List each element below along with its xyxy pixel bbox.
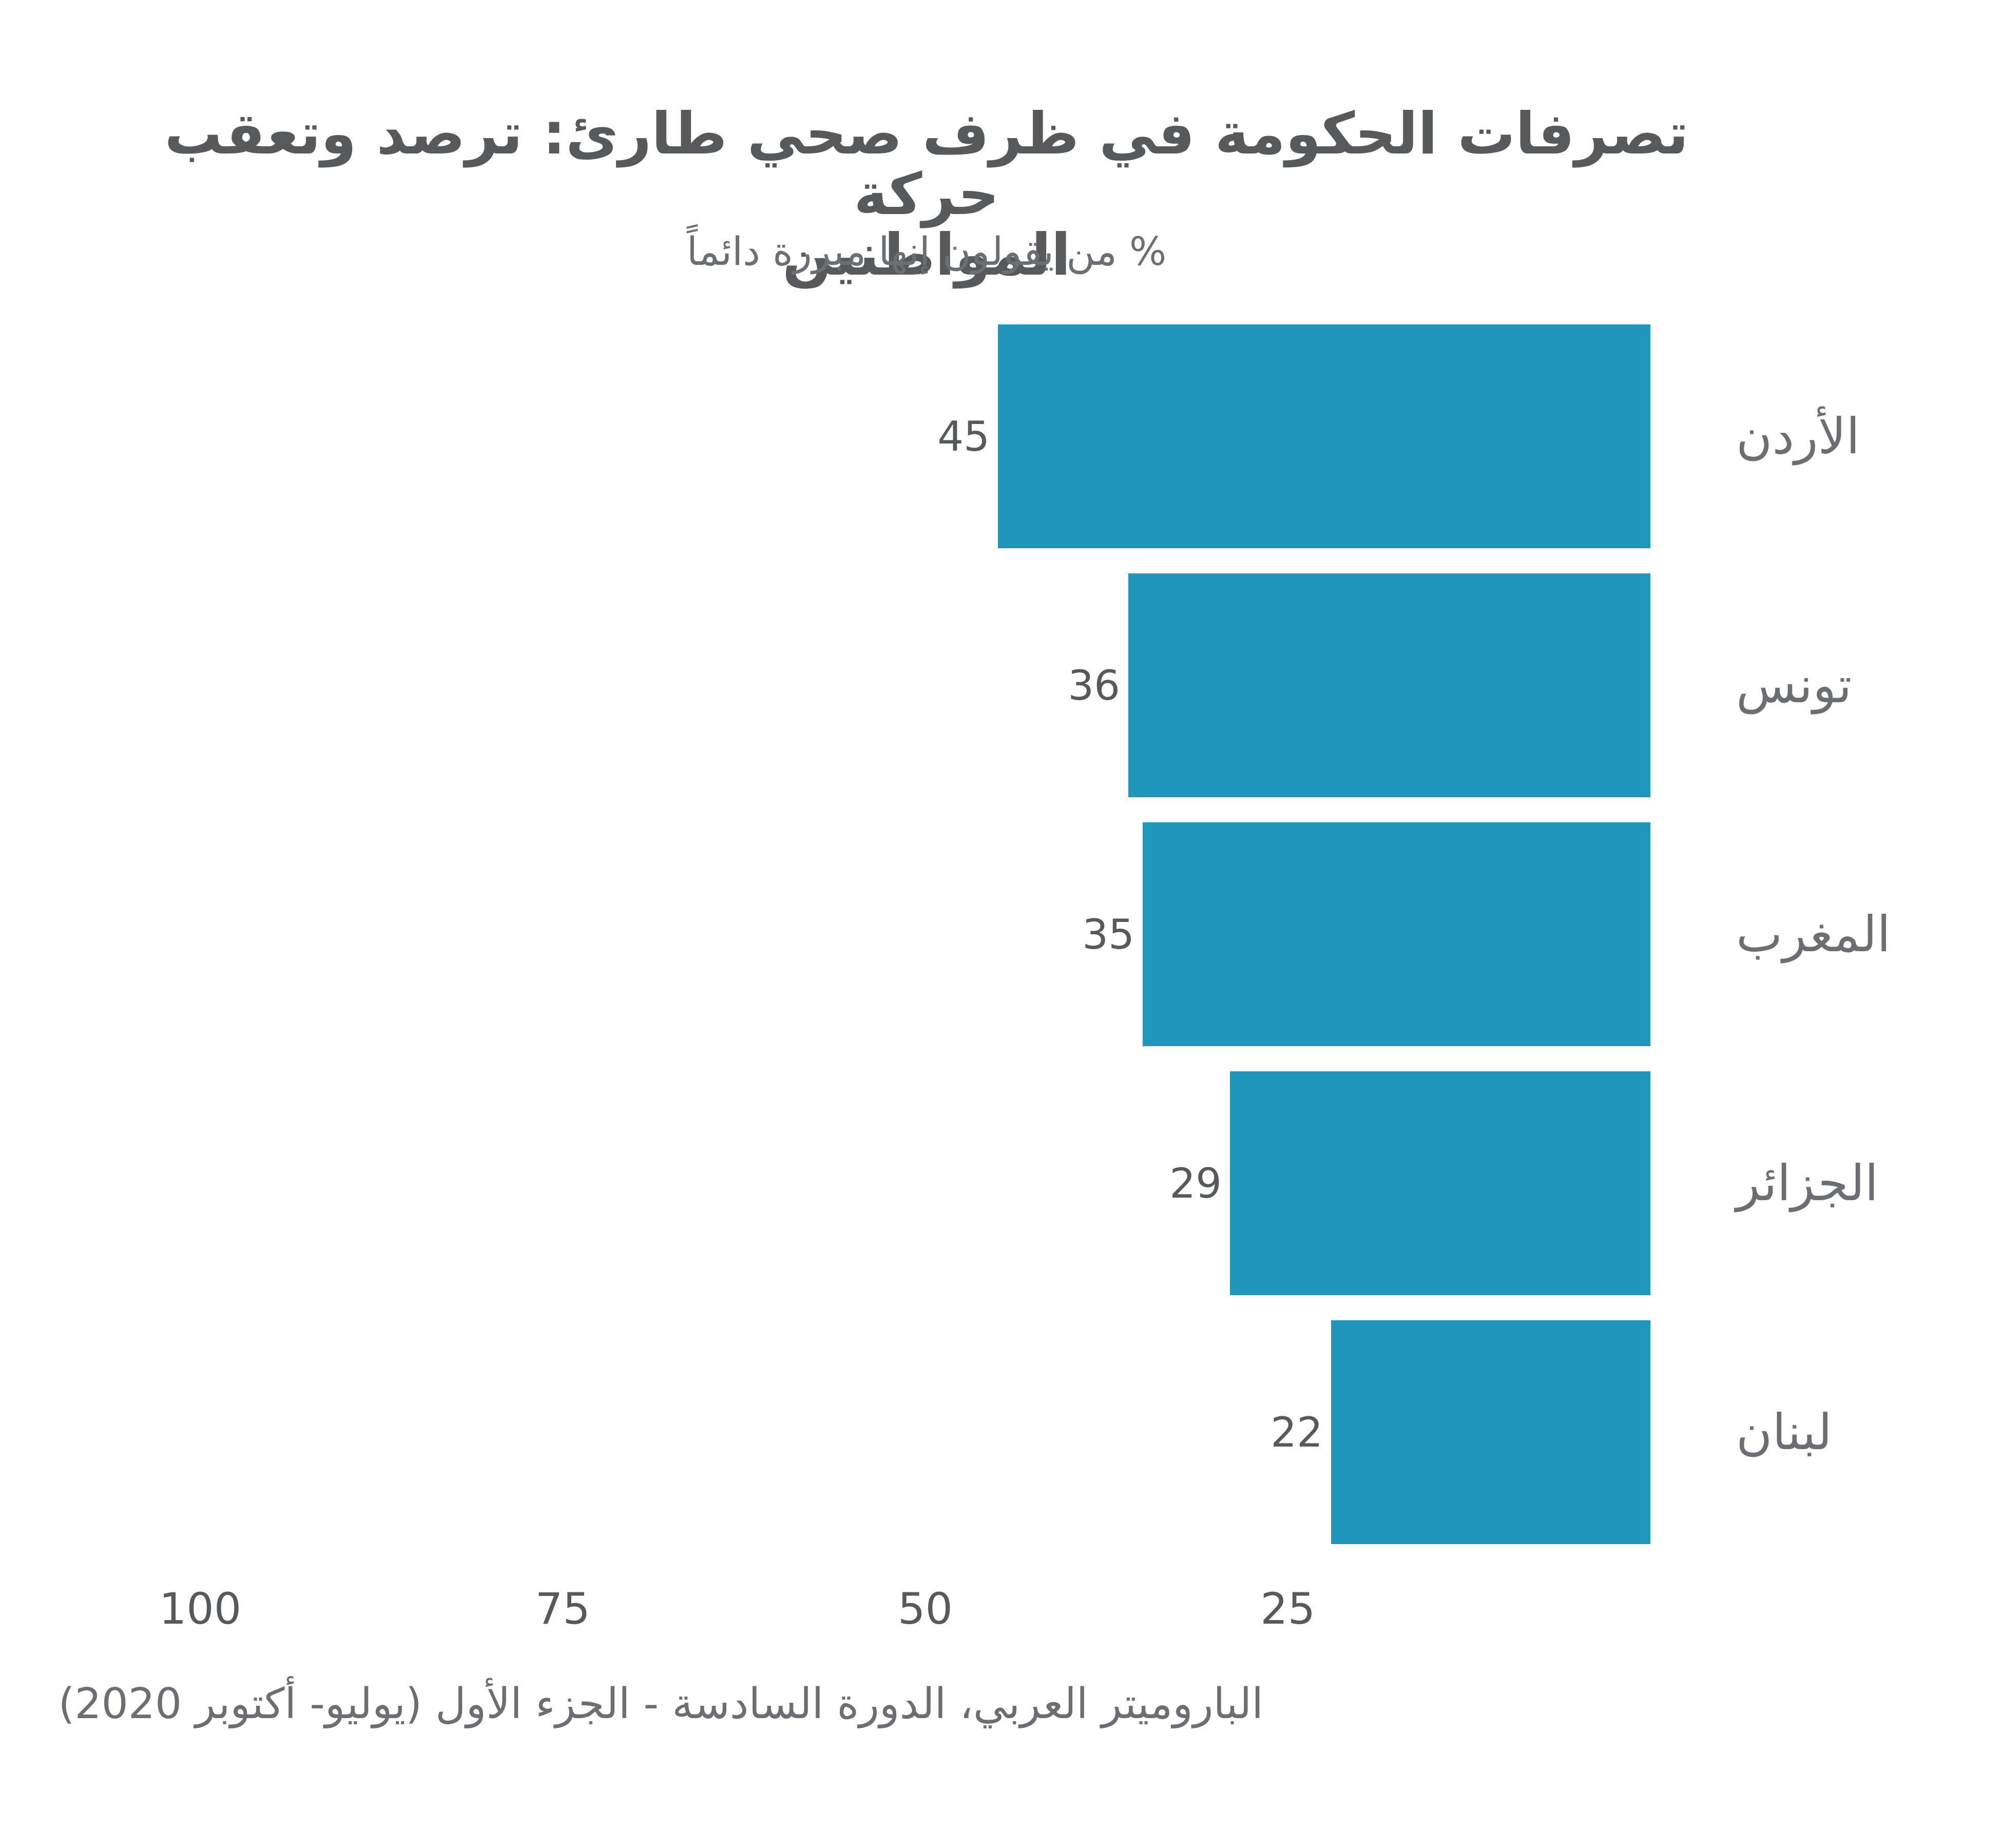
page-title-line1: تصرفات الحكومة في ظرف صحي طارئ: ترصد وتع…: [164, 101, 1689, 228]
bar-value-label: 45: [937, 412, 990, 460]
source-caption: الباروميتر العربي، الدورة السادسة - الجز…: [58, 1680, 1263, 1728]
y-axis-label: تونس: [1736, 657, 1852, 714]
x-tick-label: 50: [898, 1584, 953, 1634]
bar-value-label: 36: [1068, 661, 1120, 709]
x-tick-label: 100: [159, 1584, 242, 1634]
y-axis-label: الجزائر: [1736, 1154, 1879, 1212]
bar-value-label: 22: [1270, 1408, 1323, 1456]
bar: [998, 324, 1650, 548]
x-tick-label: 25: [1260, 1584, 1316, 1634]
y-axis-label: الأردن: [1736, 408, 1860, 465]
bar: [1331, 1320, 1650, 1544]
page-title-line2: المواطنين: [782, 222, 1071, 288]
chart-subtitle: % من يقولون إنها مبررة دائماً: [686, 228, 1167, 274]
bar-row: 36 تونس: [0, 573, 2002, 797]
x-tick-label: 75: [535, 1584, 590, 1634]
page-title: تصرفات الحكومة في ظرف صحي طارئ: ترصد وتع…: [157, 104, 1697, 285]
bar: [1143, 822, 1650, 1046]
bar-value-label: 35: [1082, 910, 1134, 958]
bar: [1128, 573, 1650, 797]
y-axis-label: لبنان: [1736, 1403, 1832, 1461]
bar-row: 45 الأردن: [0, 324, 2002, 548]
y-axis-label: المغرب: [1736, 906, 1891, 963]
bar: [1230, 1071, 1650, 1295]
bar-value-label: 29: [1169, 1159, 1222, 1207]
bar-row: 29 الجزائر: [0, 1071, 2002, 1295]
bar-row: 35 المغرب: [0, 822, 2002, 1046]
bar-row: 22 لبنان: [0, 1320, 2002, 1544]
